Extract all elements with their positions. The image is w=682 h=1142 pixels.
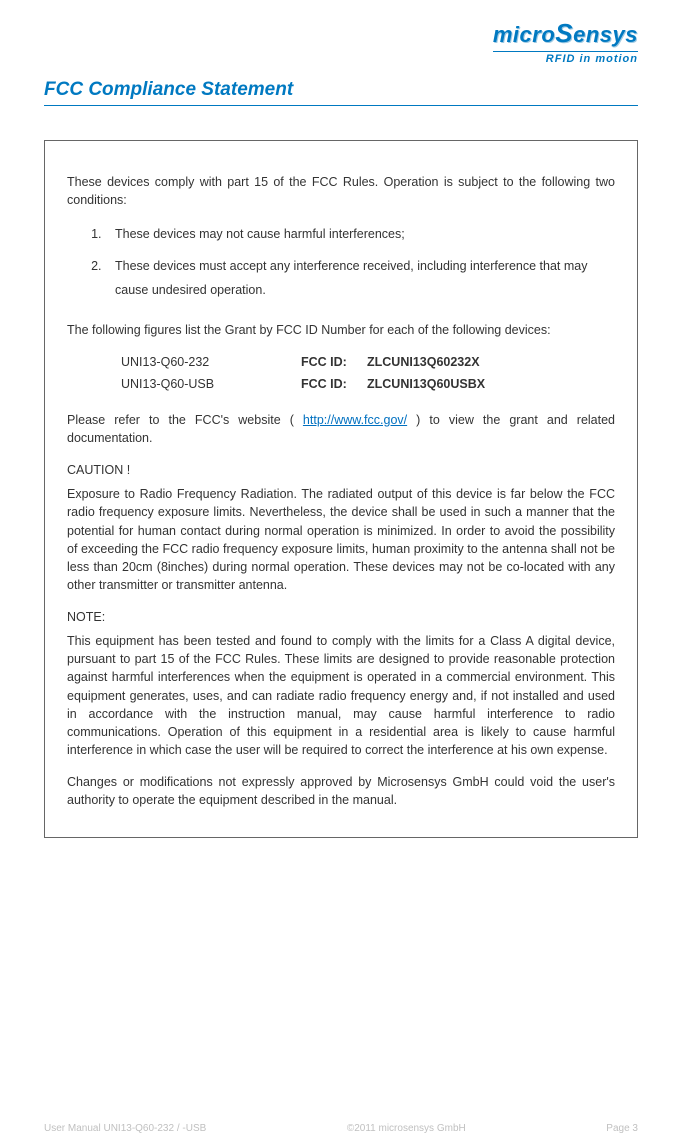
fcc-website-link[interactable]: http://www.fcc.gov/ — [303, 413, 407, 427]
fcc-id: ZLCUNI13Q60USBX — [367, 375, 485, 393]
footer-center: ©2011 microsensys GmbH — [347, 1123, 466, 1134]
intro-paragraph: These devices comply with part 15 of the… — [67, 173, 615, 209]
fcc-label: FCC ID: — [301, 375, 367, 393]
refer-paragraph: Please refer to the FCC's website ( http… — [67, 411, 615, 447]
note-body: This equipment has been tested and found… — [67, 632, 615, 759]
fcc-model: UNI13-Q60-232 — [121, 353, 301, 371]
note-title: NOTE: — [67, 608, 615, 626]
conditions-list: These devices may not cause harmful inte… — [105, 223, 615, 302]
caution-title: CAUTION ! — [67, 461, 615, 479]
fcc-row: UNI13-Q60-232 FCC ID: ZLCUNI13Q60232X — [121, 353, 615, 371]
page-footer: User Manual UNI13-Q60-232 / -USB ©2011 m… — [44, 1123, 638, 1134]
refer-pre: Please refer to the FCC's website ( — [67, 413, 303, 427]
section-underline — [44, 105, 638, 106]
header-logo: microSensys RFID in motion — [44, 18, 638, 65]
figures-intro: The following figures list the Grant by … — [67, 321, 615, 339]
fcc-id: ZLCUNI13Q60232X — [367, 353, 480, 371]
content-box: These devices comply with part 15 of the… — [44, 140, 638, 838]
fcc-label: FCC ID: — [301, 353, 367, 371]
section-title: FCC Compliance Statement — [44, 79, 638, 101]
logo-main: microSensys — [493, 18, 638, 49]
fcc-row: UNI13-Q60-USB FCC ID: ZLCUNI13Q60USBX — [121, 375, 615, 393]
fcc-model: UNI13-Q60-USB — [121, 375, 301, 393]
changes-paragraph: Changes or modifications not expressly a… — [67, 773, 615, 809]
condition-item: These devices may not cause harmful inte… — [105, 223, 615, 247]
logo-sub: RFID in motion — [493, 51, 638, 65]
caution-body: Exposure to Radio Frequency Radiation. T… — [67, 485, 615, 594]
condition-item: These devices must accept any interferen… — [105, 255, 615, 303]
fcc-table: UNI13-Q60-232 FCC ID: ZLCUNI13Q60232X UN… — [121, 353, 615, 393]
footer-right: Page 3 — [606, 1123, 638, 1134]
footer-left: User Manual UNI13-Q60-232 / -USB — [44, 1123, 206, 1134]
